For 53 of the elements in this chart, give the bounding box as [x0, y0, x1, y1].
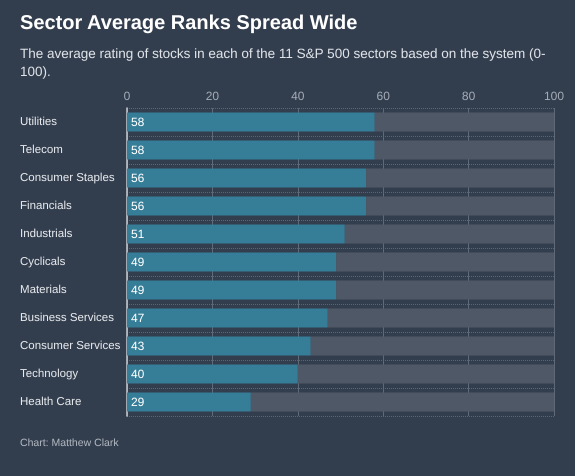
y-tick-label: Industrials	[20, 228, 73, 240]
bar	[127, 280, 336, 300]
data-label: 58	[131, 143, 145, 157]
data-label: 56	[131, 199, 145, 213]
bar	[127, 308, 328, 328]
data-label: 58	[131, 115, 145, 129]
y-tick-label: Cyclicals	[20, 256, 66, 268]
x-tick-label: 20	[206, 89, 220, 103]
bar	[127, 112, 375, 132]
x-tick-label: 0	[124, 89, 131, 103]
bar	[127, 252, 336, 272]
bar	[127, 336, 311, 356]
data-label: 49	[131, 283, 145, 297]
y-tick-label: Business Services	[20, 312, 114, 324]
bar	[250, 392, 554, 412]
chart-subtitle: The average rating of stocks in each of the 11 S&P 500 sectors based on the system (0-100).	[20, 45, 547, 81]
bar	[366, 196, 554, 216]
x-tick-label: 100	[544, 89, 564, 103]
bar	[298, 364, 554, 384]
data-label: 43	[131, 339, 145, 353]
y-tick-label: Consumer Services	[20, 340, 121, 352]
bar	[374, 140, 554, 160]
bar	[344, 224, 554, 244]
data-label: 40	[131, 367, 145, 381]
y-tick-label: Financials	[20, 200, 72, 212]
bar	[127, 196, 366, 216]
bar	[336, 280, 554, 300]
bar	[374, 112, 554, 132]
y-tick-label: Consumer Staples	[20, 172, 115, 184]
data-label: 47	[131, 311, 145, 325]
y-tick-label: Materials	[20, 284, 67, 296]
bar	[127, 392, 251, 412]
data-label: 56	[131, 171, 145, 185]
bar	[336, 252, 554, 272]
x-tick-label: 40	[291, 89, 305, 103]
bar	[127, 364, 298, 384]
bar	[127, 224, 345, 244]
text: Chart: Matthew Clark	[20, 437, 119, 449]
y-tick-label: Technology	[20, 368, 78, 380]
bar	[127, 168, 366, 188]
bar	[328, 308, 554, 328]
chart-title: Sector Average Ranks Spread Wide	[20, 12, 358, 35]
bar	[366, 168, 554, 188]
bar	[310, 336, 554, 356]
data-label: 51	[131, 227, 145, 241]
y-tick-label: Telecom	[20, 144, 63, 156]
y-tick-label: Utilities	[20, 116, 58, 128]
data-label: 49	[131, 255, 145, 269]
y-tick-label: Health Care	[20, 396, 82, 408]
x-tick-label: 60	[376, 89, 390, 103]
x-tick-label: 80	[462, 89, 476, 103]
data-label: 29	[131, 395, 145, 409]
bar	[127, 140, 375, 160]
